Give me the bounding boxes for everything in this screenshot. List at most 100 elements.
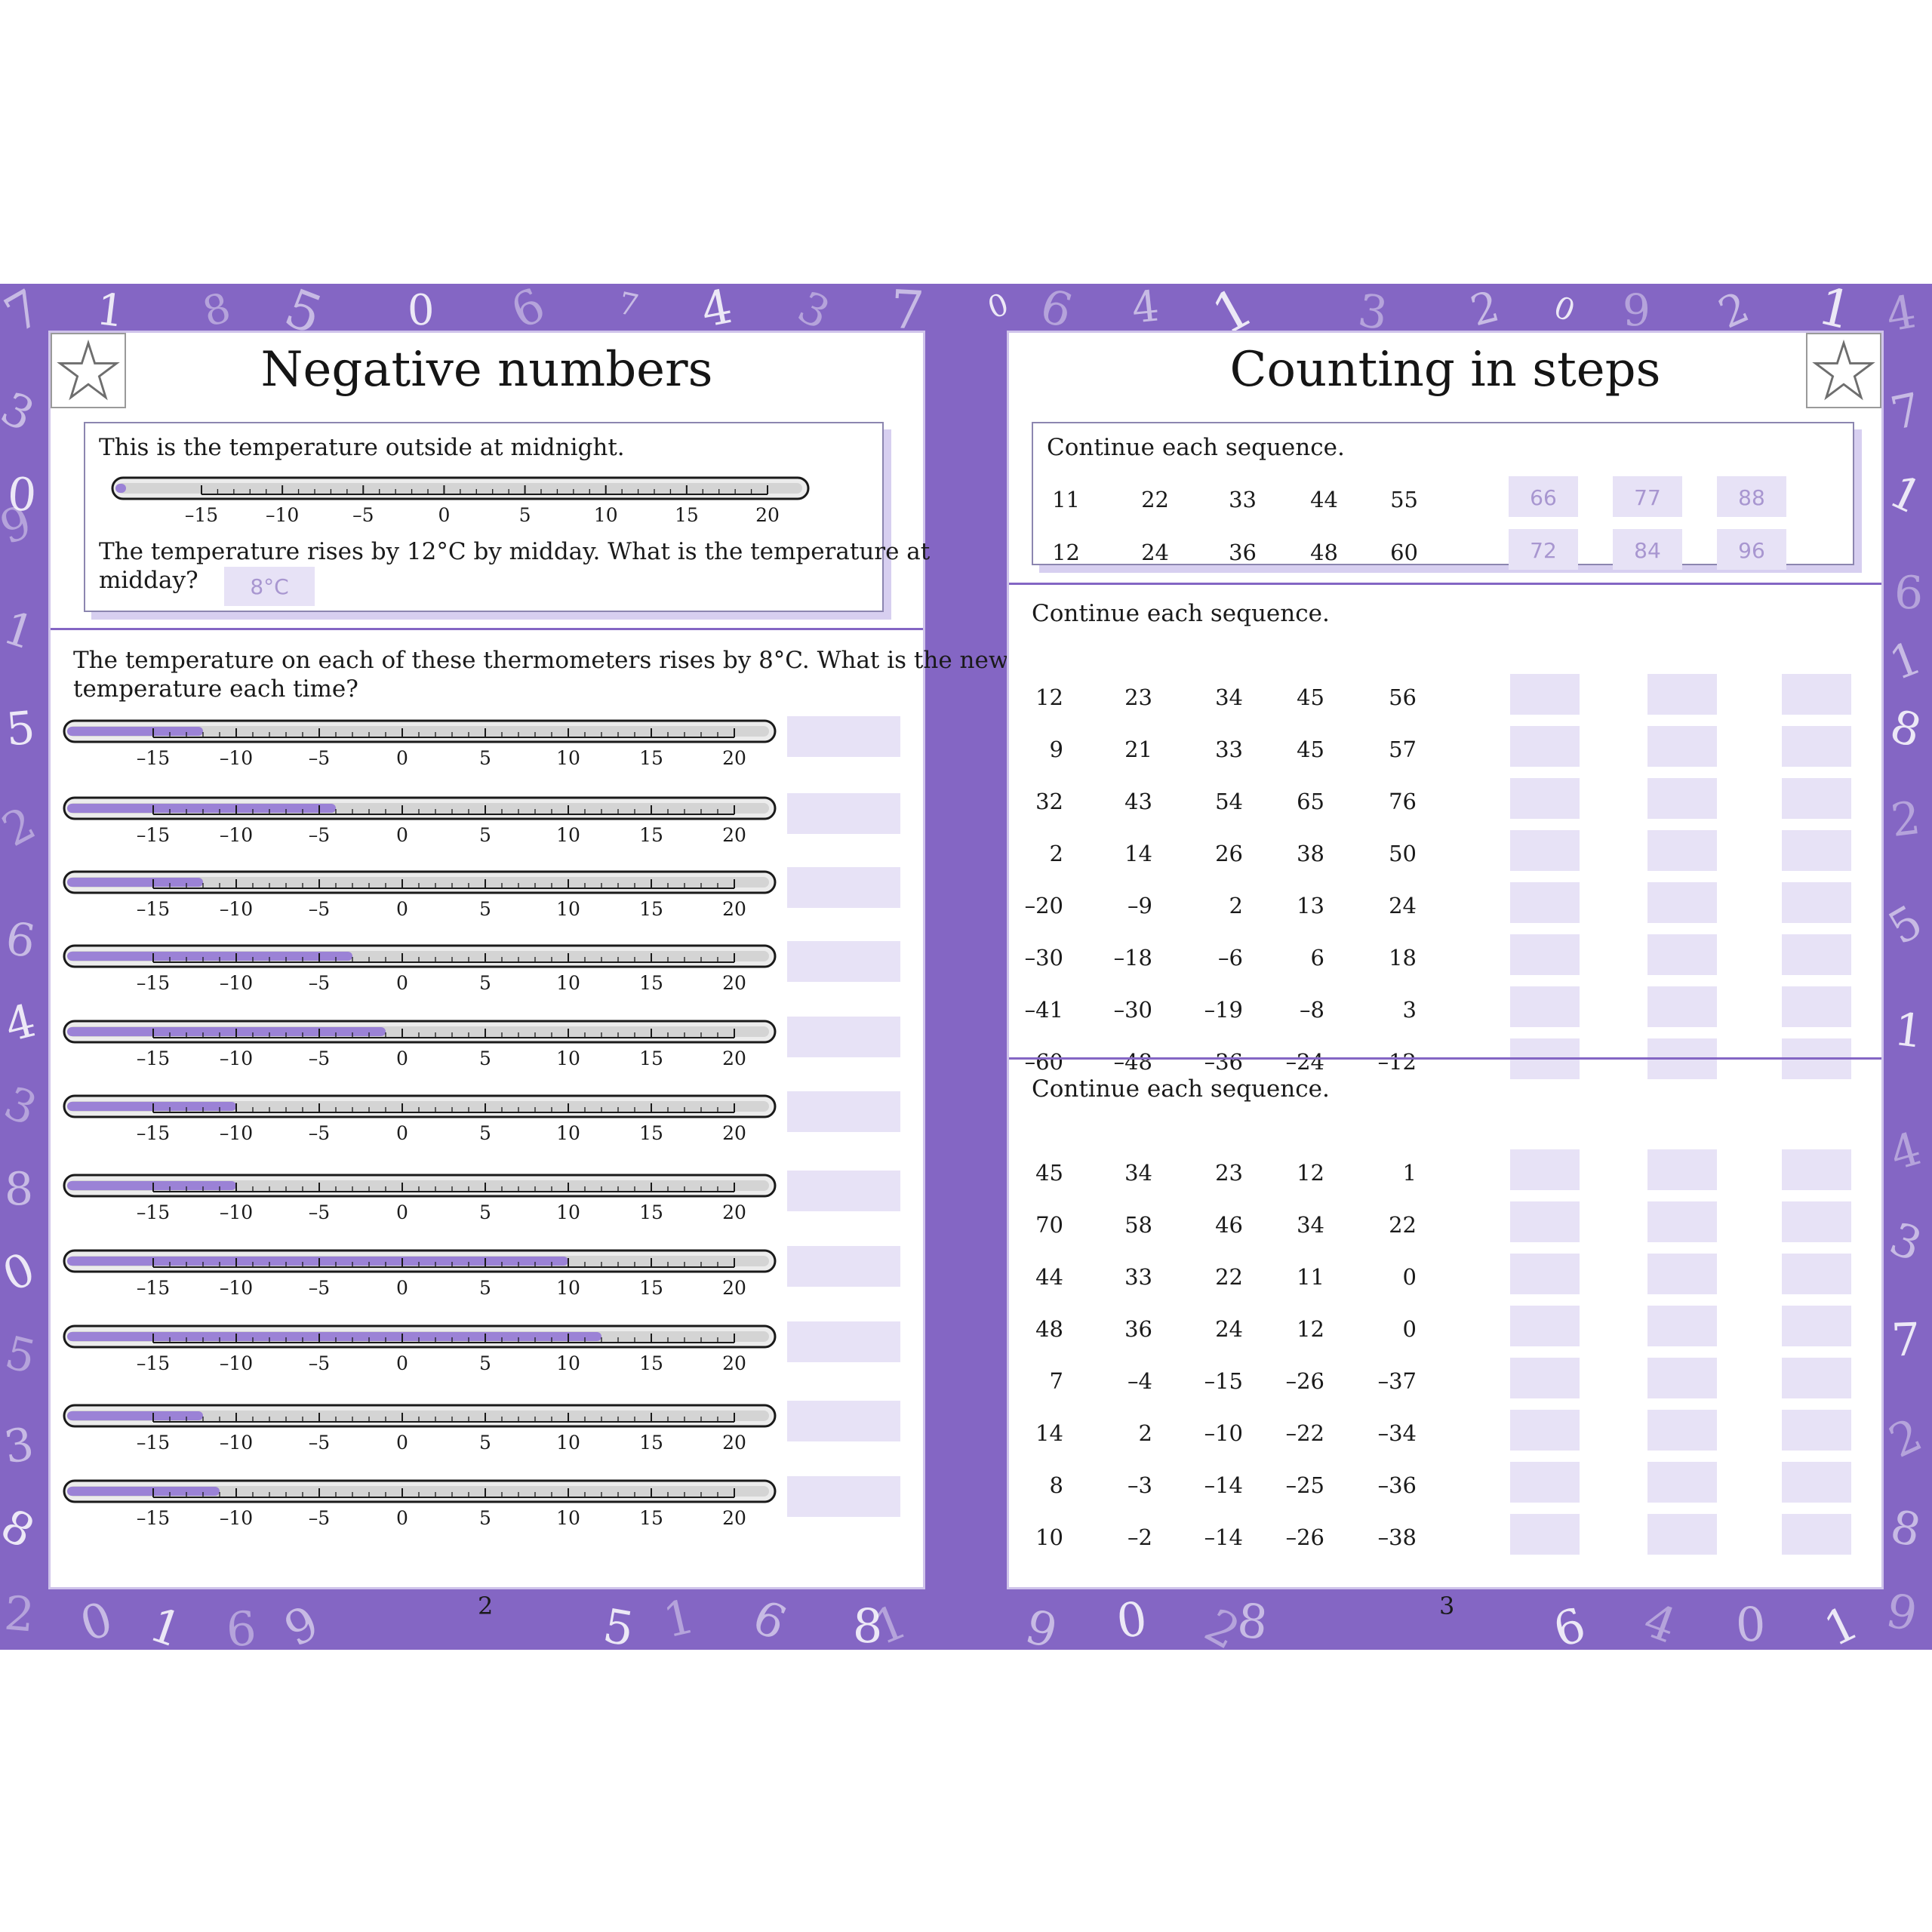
answer-box[interactable] [1782,882,1851,923]
scale-label: 0 [396,972,408,994]
answer-box[interactable] [787,716,900,757]
sequence-term: –22 [1285,1420,1324,1446]
page-number: 2 [478,1592,494,1620]
answer-box[interactable] [787,1401,900,1441]
answer-box[interactable] [1782,778,1851,819]
sequence-term: 44 [1310,487,1338,512]
answer-box[interactable] [1510,1149,1580,1190]
decorative-digit: 2 [2,1585,37,1643]
answer-box[interactable] [1782,1254,1851,1294]
decorative-digit: 0 [73,1590,119,1650]
answer-box[interactable] [1647,1201,1717,1242]
example-answer-box: 8°C [224,567,315,606]
answer-box[interactable] [1510,778,1580,819]
answer-box[interactable] [1647,726,1717,767]
sequence-term: 48 [1310,540,1338,565]
answer-box[interactable] [1647,1306,1717,1346]
sequence-term: 60 [1390,540,1418,565]
decorative-digit: 1 [1890,1002,1927,1060]
scale-label: –5 [309,1122,330,1144]
answer-box[interactable] [1647,934,1717,975]
scale-label: –15 [185,504,218,526]
sequence-term: –48 [1113,1049,1152,1075]
answer-box[interactable] [787,1246,900,1287]
answer-box[interactable] [1647,674,1717,715]
answer-box[interactable] [1510,1201,1580,1242]
answer-box[interactable] [1510,726,1580,767]
answer-box[interactable] [1647,1254,1717,1294]
answer-box[interactable] [1510,1358,1580,1398]
sequence-term: –26 [1285,1368,1324,1394]
answer-box[interactable] [1782,830,1851,871]
answer-box[interactable] [1647,882,1717,923]
answer-box[interactable] [787,941,900,982]
answer-box[interactable] [1510,1306,1580,1346]
answer-box[interactable] [787,1017,900,1057]
decorative-digit: 0 [1734,1596,1767,1650]
answer-box[interactable] [1510,830,1580,871]
sequence-term: –36 [1204,1049,1243,1075]
answer-box[interactable] [1647,1462,1717,1503]
answer-box[interactable] [1782,674,1851,715]
scale-label: 10 [556,972,580,994]
decorative-digit: 8 [0,1499,43,1559]
scale-label: 10 [556,898,580,920]
scale-label: 5 [479,1048,491,1069]
scale-label: 15 [639,824,663,846]
answer-box[interactable] [787,793,900,834]
decorative-digit: 5 [0,1326,42,1385]
scale-label: –10 [220,972,253,994]
answer-box[interactable] [1782,986,1851,1027]
answer-box[interactable] [1782,1410,1851,1451]
answer-box[interactable] [1647,986,1717,1027]
answer-box[interactable] [1647,778,1717,819]
sequence-term: –4 [1128,1368,1152,1394]
answer-box[interactable] [787,1321,900,1362]
decorative-digit: 0 [1113,1590,1151,1650]
answer-box[interactable] [787,867,900,908]
answer-box[interactable] [1782,1514,1851,1555]
answer-box[interactable] [1647,1358,1717,1398]
sequence-term: 24 [1141,540,1169,565]
answer-box[interactable] [787,1476,900,1517]
sequence-term: 45 [1035,1160,1063,1186]
thermometer-liquid [67,727,203,736]
question-line1: The temperature on each of these thermom… [73,647,1009,674]
answer-box[interactable] [1510,882,1580,923]
answer-box[interactable] [1510,986,1580,1027]
answer-box[interactable] [1782,1462,1851,1503]
answer-box[interactable] [1647,830,1717,871]
answer-box[interactable] [1782,1201,1851,1242]
answer-box[interactable] [1782,1149,1851,1190]
answer-box[interactable] [1510,1514,1580,1555]
answer-box[interactable] [1782,1306,1851,1346]
answer-box[interactable] [787,1091,900,1132]
sequence-term: 65 [1297,789,1324,814]
decorative-digit: 4 [1882,285,1920,343]
scale-label: 15 [639,1201,663,1223]
answer-box[interactable] [1510,1254,1580,1294]
answer-box[interactable] [1647,1514,1717,1555]
answer-box[interactable] [1782,726,1851,767]
sequence-term: –8 [1300,997,1324,1023]
scale-label: 5 [479,1352,491,1374]
answer-box[interactable] [1782,934,1851,975]
answer-box[interactable] [1510,1462,1580,1503]
scale-label: –10 [220,1122,253,1144]
answer-box[interactable] [1782,1358,1851,1398]
sequence-term: 36 [1229,540,1257,565]
decorative-digit: 0 [983,287,1014,326]
decorative-digit: 9 [1881,1582,1922,1643]
decorative-digit: 4 [697,284,737,339]
answer-box[interactable] [1647,1149,1717,1190]
answer-box[interactable] [1647,1410,1717,1451]
answer-box[interactable] [1510,1410,1580,1451]
answer-box[interactable] [787,1171,900,1211]
sequence-term: –26 [1285,1524,1324,1550]
decorative-digit: 8 [197,284,236,337]
scale-label: 10 [556,1277,580,1299]
answer-box[interactable] [1510,674,1580,715]
scale-label: 15 [639,972,663,994]
answer-box[interactable] [1510,934,1580,975]
scale-label: 5 [479,1122,491,1144]
